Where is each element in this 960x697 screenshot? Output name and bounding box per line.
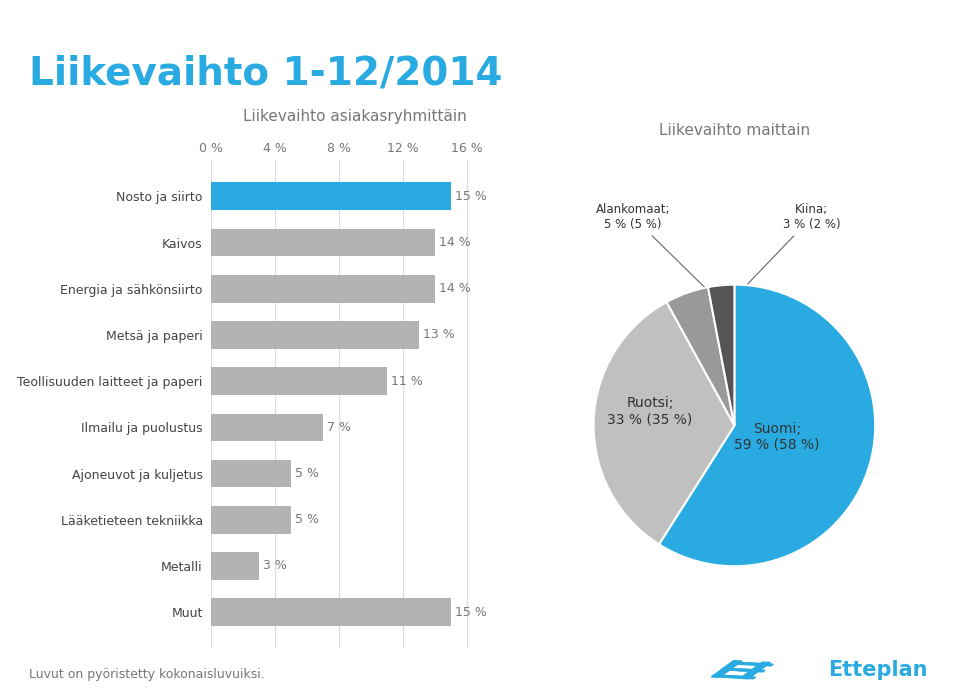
Wedge shape	[659, 284, 876, 566]
Bar	[211, 321, 420, 348]
Bar	[211, 460, 291, 487]
Bar	[211, 506, 291, 534]
Wedge shape	[708, 284, 734, 425]
Text: 3 %: 3 %	[263, 560, 287, 572]
Bar	[211, 229, 435, 256]
Text: 11 %: 11 %	[392, 375, 423, 388]
Polygon shape	[736, 669, 765, 672]
Text: Suomi;
59 % (58 %): Suomi; 59 % (58 %)	[733, 422, 820, 452]
Bar	[211, 552, 259, 580]
Bar	[211, 413, 324, 441]
Text: 15 %: 15 %	[455, 190, 487, 203]
Text: Liikevaihto 1-12/2014: Liikevaihto 1-12/2014	[29, 54, 502, 92]
Bar	[211, 275, 435, 302]
Polygon shape	[722, 675, 756, 679]
Text: 14 %: 14 %	[440, 236, 471, 249]
Polygon shape	[711, 661, 742, 677]
Text: Liikevaihto maittain: Liikevaihto maittain	[659, 123, 810, 138]
Text: Etteplan: Etteplan	[828, 660, 927, 680]
Bar	[211, 183, 451, 210]
Text: Alankomaat;
5 % (5 %): Alankomaat; 5 % (5 %)	[596, 203, 705, 287]
Text: 13 %: 13 %	[423, 328, 455, 342]
Text: 5 %: 5 %	[296, 467, 319, 480]
Text: 7 %: 7 %	[327, 421, 351, 434]
Text: Ruotsi;
33 % (35 %): Ruotsi; 33 % (35 %)	[608, 397, 692, 427]
Text: Luvut on pyöristetty kokonaisluvuiksi.: Luvut on pyöristetty kokonaisluvuiksi.	[29, 668, 265, 681]
Title: Liikevaihto asiakasryhmittäin: Liikevaihto asiakasryhmittäin	[243, 109, 468, 125]
Bar	[211, 367, 387, 395]
Text: Smart way to smart products: Smart way to smart products	[17, 17, 236, 31]
Wedge shape	[666, 287, 734, 425]
Bar	[211, 598, 451, 626]
Polygon shape	[721, 668, 750, 671]
Wedge shape	[593, 302, 734, 544]
Text: 5 %: 5 %	[296, 513, 319, 526]
Text: Kiina;
3 % (2 %): Kiina; 3 % (2 %)	[748, 203, 841, 284]
Polygon shape	[711, 675, 745, 678]
Text: 15 %: 15 %	[455, 606, 487, 619]
Polygon shape	[740, 662, 771, 679]
Polygon shape	[740, 663, 774, 666]
Polygon shape	[730, 662, 763, 665]
Text: 14 %: 14 %	[440, 282, 471, 296]
